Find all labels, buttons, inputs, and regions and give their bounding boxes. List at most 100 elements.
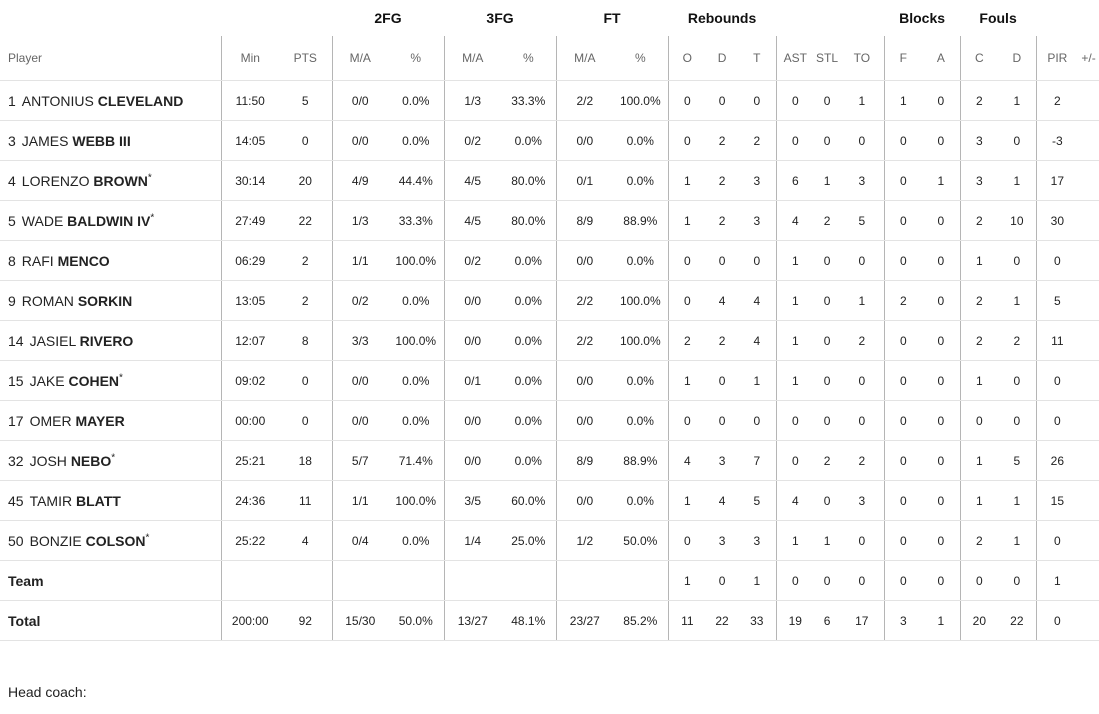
stat-three-ma: 3/5 bbox=[443, 480, 502, 521]
stat-foul-d: 0 bbox=[998, 400, 1037, 441]
player-first-name: JOSH bbox=[29, 452, 67, 469]
stat-stl: 0 bbox=[814, 280, 841, 321]
stat-three-pct: 48.1% bbox=[501, 600, 557, 641]
player-last-name: BLATT bbox=[75, 492, 121, 509]
stat-pts: 18 bbox=[279, 440, 332, 481]
stat-blk-f: 0 bbox=[883, 120, 923, 161]
col-header-2fg-ma: M/A bbox=[331, 36, 388, 81]
group-header-rebounds: Rebounds bbox=[687, 10, 757, 26]
stat-ft-ma bbox=[555, 560, 614, 601]
stat-ast: 4 bbox=[775, 480, 815, 521]
stat-three-pct: 0.0% bbox=[501, 360, 557, 401]
stat-stl: 0 bbox=[814, 120, 841, 161]
stat-three-ma: 4/5 bbox=[443, 200, 502, 241]
stat-blk-a: 0 bbox=[922, 240, 961, 281]
stat-to: 0 bbox=[840, 240, 885, 281]
stat-pm bbox=[1078, 440, 1099, 481]
stat-reb-d: 3 bbox=[706, 520, 739, 561]
player-number: 1 bbox=[8, 92, 16, 109]
stat-three-pct: 0.0% bbox=[501, 120, 557, 161]
stat-to: 3 bbox=[840, 480, 885, 521]
player-last-name: COHEN bbox=[68, 372, 120, 389]
player-cell[interactable]: 1 ANTONIUS CLEVELAND bbox=[0, 80, 221, 121]
col-header-blk-f: F bbox=[883, 36, 923, 81]
player-cell[interactable]: 15 JAKE COHEN* bbox=[0, 360, 221, 401]
stat-reb-t: 0 bbox=[738, 240, 777, 281]
player-cell[interactable]: 5 WADE BALDWIN IV* bbox=[0, 200, 221, 241]
player-cell[interactable]: 50 BONZIE COLSON* bbox=[0, 520, 221, 561]
stat-ast: 1 bbox=[775, 320, 815, 361]
stat-stl: 1 bbox=[814, 520, 841, 561]
stat-foul-c: 3 bbox=[959, 160, 999, 201]
stat-ast: 1 bbox=[775, 520, 815, 561]
player-number: 5 bbox=[8, 212, 16, 229]
stat-blk-a: 0 bbox=[922, 400, 961, 441]
stat-two-pct: 71.4% bbox=[388, 440, 445, 481]
player-cell[interactable]: 32 JOSH NEBO* bbox=[0, 440, 221, 481]
player-number: 50 bbox=[8, 532, 24, 549]
stat-min bbox=[220, 560, 279, 601]
stat-ft-pct: 85.2% bbox=[613, 600, 669, 641]
box-score-body: 1 ANTONIUS CLEVELAND 11:50 5 0/0 0.0% 1/3 33.3%… bbox=[0, 80, 1099, 641]
stat-pts: 0 bbox=[279, 360, 332, 401]
group-header-3fg: 3FG bbox=[486, 10, 514, 26]
stat-pm bbox=[1078, 560, 1099, 601]
stat-reb-d: 0 bbox=[706, 400, 739, 441]
stat-foul-d: 0 bbox=[998, 360, 1037, 401]
col-header-pts: PTS bbox=[279, 36, 332, 81]
stat-pm bbox=[1078, 520, 1099, 561]
stat-pts: 0 bbox=[279, 120, 332, 161]
stat-min: 30:14 bbox=[220, 160, 279, 201]
stat-reb-t: 3 bbox=[738, 200, 777, 241]
head-coach-label: Head coach: bbox=[8, 684, 87, 700]
stat-reb-d: 0 bbox=[706, 360, 739, 401]
stat-two-ma: 15/30 bbox=[331, 600, 388, 641]
stat-pir: 1 bbox=[1035, 560, 1079, 601]
stat-foul-c: 2 bbox=[959, 320, 999, 361]
stat-three-ma: 0/0 bbox=[443, 440, 502, 481]
stat-ast: 1 bbox=[775, 240, 815, 281]
player-cell[interactable]: 4 LORENZO BROWN* bbox=[0, 160, 221, 201]
player-cell[interactable]: 45 TAMIR BLATT bbox=[0, 480, 221, 521]
stat-reb-o: 4 bbox=[667, 440, 707, 481]
stat-blk-f: 0 bbox=[883, 320, 923, 361]
stat-three-ma: 0/2 bbox=[443, 120, 502, 161]
player-cell[interactable]: 14 JASIEL RIVERO bbox=[0, 320, 221, 361]
stat-stl: 0 bbox=[814, 560, 841, 601]
stat-three-ma bbox=[443, 560, 502, 601]
stat-ast: 0 bbox=[775, 560, 815, 601]
group-header-2fg: 2FG bbox=[374, 10, 402, 26]
table-row: 9 ROMAN SORKIN 13:05 2 0/2 0.0% 0/0 0.0% 2/2 100.… bbox=[0, 280, 1099, 321]
player-cell[interactable]: 3 JAMES WEBB III bbox=[0, 120, 221, 161]
stat-blk-a: 0 bbox=[922, 80, 961, 121]
player-last-name: CLEVELAND bbox=[97, 92, 184, 109]
table-row: 5 WADE BALDWIN IV* 27:49 22 1/3 33.3% 4/5 80.0%… bbox=[0, 200, 1099, 241]
stat-pts: 20 bbox=[279, 160, 332, 201]
stat-reb-d: 2 bbox=[706, 120, 739, 161]
col-header-3fg-ma: M/A bbox=[443, 36, 502, 81]
stat-ft-ma: 0/0 bbox=[555, 240, 614, 281]
stat-blk-a: 0 bbox=[922, 200, 961, 241]
col-header-ft-ma: M/A bbox=[555, 36, 614, 81]
stat-reb-t: 0 bbox=[738, 80, 777, 121]
group-header-blank bbox=[0, 0, 332, 36]
stat-blk-f: 0 bbox=[883, 240, 923, 281]
stat-pir: 26 bbox=[1035, 440, 1079, 481]
col-header-min: Min bbox=[220, 36, 279, 81]
group-header-blocks: Blocks bbox=[899, 10, 946, 26]
player-cell[interactable]: 8 RAFI MENCO bbox=[0, 240, 221, 281]
stat-pm bbox=[1078, 200, 1099, 241]
stat-pts: 22 bbox=[279, 200, 332, 241]
stat-pm bbox=[1078, 320, 1099, 361]
stat-three-pct: 0.0% bbox=[501, 400, 557, 441]
stat-three-ma: 13/27 bbox=[443, 600, 502, 641]
stat-reb-o: 0 bbox=[667, 520, 707, 561]
player-cell[interactable]: 9 ROMAN SORKIN bbox=[0, 280, 221, 321]
col-header-pir: PIR bbox=[1035, 36, 1079, 81]
player-cell[interactable]: 17 OMER MAYER bbox=[0, 400, 221, 441]
stat-min: 27:49 bbox=[220, 200, 279, 241]
summary-label: Team bbox=[0, 560, 221, 601]
stat-min: 06:29 bbox=[220, 240, 279, 281]
stat-three-pct bbox=[501, 560, 557, 601]
stat-min: 24:36 bbox=[220, 480, 279, 521]
